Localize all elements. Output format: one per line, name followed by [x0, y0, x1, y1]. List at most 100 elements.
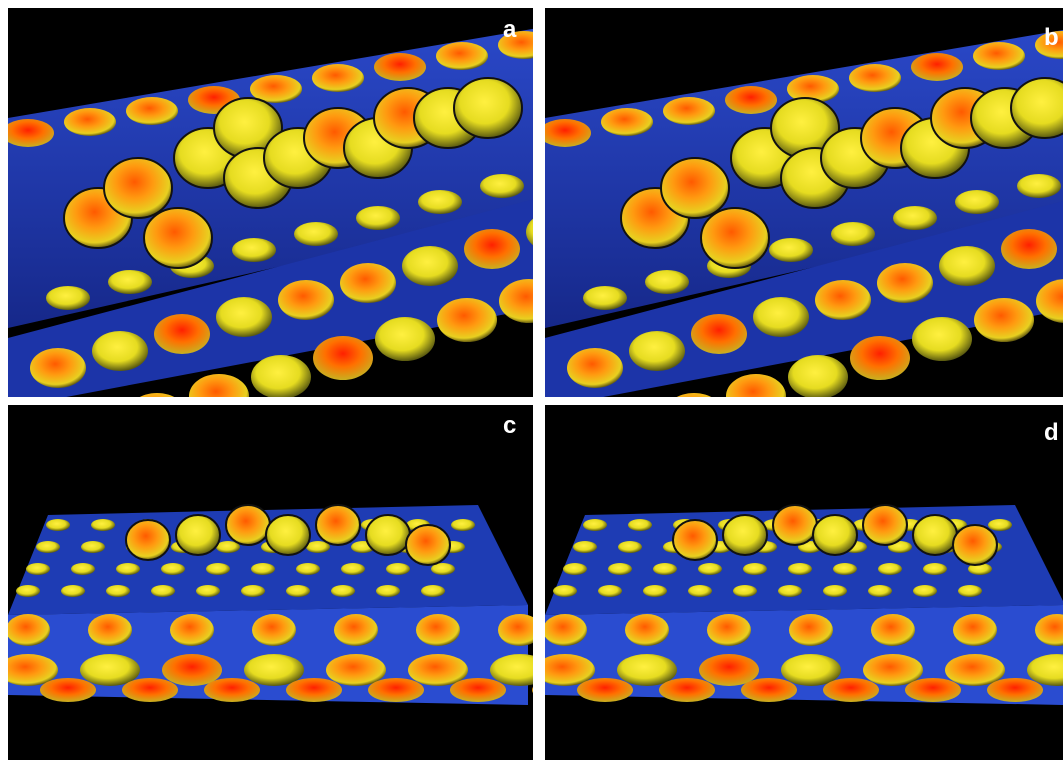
- surface-blob: [170, 614, 214, 646]
- surface-blob: [232, 238, 276, 262]
- surface-blob: [1001, 229, 1057, 269]
- surface-blob: [850, 336, 910, 380]
- surface-blob: [939, 246, 995, 286]
- surface-blob: [266, 515, 310, 555]
- surface-blob: [878, 563, 902, 575]
- surface-blob: [877, 263, 933, 303]
- surface-blob: [421, 585, 445, 597]
- surface-blob: [46, 519, 70, 531]
- surface-blob: [286, 585, 310, 597]
- surface-blob: [583, 286, 627, 310]
- surface-blob: [104, 158, 172, 218]
- surface-blob: [659, 678, 715, 702]
- surface-blob: [151, 585, 175, 597]
- surface-blob: [543, 614, 587, 646]
- surface-blob: [91, 519, 115, 531]
- surface-blob: [176, 515, 220, 555]
- surface-blob: [116, 563, 140, 575]
- surface-blob: [698, 563, 722, 575]
- surface-blob: [953, 614, 997, 646]
- surface-blob: [252, 614, 296, 646]
- surface-blob: [645, 270, 689, 294]
- surface-blob: [374, 53, 426, 81]
- surface-blob: [204, 678, 260, 702]
- surface-blob: [563, 563, 587, 575]
- surface-blob: [773, 505, 817, 545]
- surface-blob: [26, 563, 50, 575]
- surface-blob: [88, 614, 132, 646]
- surface-blob: [454, 78, 522, 138]
- surface-blob: [913, 515, 957, 555]
- surface-blob: [553, 585, 577, 597]
- surface-blob: [81, 541, 105, 553]
- surface-blob: [608, 563, 632, 575]
- surface-blob: [628, 519, 652, 531]
- surface-blob: [251, 563, 275, 575]
- surface-blob: [653, 563, 677, 575]
- surface-blob: [341, 563, 365, 575]
- panel-label: b: [1044, 24, 1059, 51]
- surface-blob: [688, 585, 712, 597]
- surface-blob: [241, 585, 265, 597]
- surface-blob: [788, 355, 848, 399]
- surface-blob: [464, 229, 520, 269]
- surface-blob: [707, 614, 751, 646]
- surface-blob: [733, 585, 757, 597]
- surface-blob: [356, 206, 400, 230]
- surface-blob: [833, 563, 857, 575]
- surface-blob: [973, 42, 1025, 70]
- surface-blob: [2, 119, 54, 147]
- surface-blob: [813, 515, 857, 555]
- surface-blob: [911, 53, 963, 81]
- surface-blob: [905, 678, 961, 702]
- surface-blob: [823, 678, 879, 702]
- surface-blob: [36, 541, 60, 553]
- surface-blob: [418, 190, 462, 214]
- surface-blob: [6, 614, 50, 646]
- surface-blob: [987, 678, 1043, 702]
- surface-blob: [436, 42, 488, 70]
- surface-blob: [663, 97, 715, 125]
- surface-blob: [741, 678, 797, 702]
- surface-blob: [406, 525, 450, 565]
- surface-blob: [974, 298, 1034, 342]
- surface-blob: [334, 614, 378, 646]
- surface-blob: [375, 317, 435, 361]
- surface-blob: [313, 336, 373, 380]
- surface-blob: [251, 355, 311, 399]
- surface-blob: [923, 563, 947, 575]
- surface-blob: [126, 97, 178, 125]
- surface-blob: [368, 678, 424, 702]
- surface-blob: [988, 519, 1012, 531]
- surface-blob: [913, 585, 937, 597]
- surface-blob: [386, 563, 410, 575]
- surface-blob: [122, 678, 178, 702]
- panel-label: a: [503, 16, 517, 43]
- surface-blob: [849, 64, 901, 92]
- surface-blob: [498, 614, 542, 646]
- surface-blob: [691, 314, 747, 354]
- surface-blob: [701, 208, 769, 268]
- surface-blob: [863, 505, 907, 545]
- surface-blob: [316, 505, 360, 545]
- surface-blob: [46, 286, 90, 310]
- surface-blob: [868, 585, 892, 597]
- surface-blob: [71, 563, 95, 575]
- surface-blob: [92, 331, 148, 371]
- surface-blob: [893, 206, 937, 230]
- surface-blob: [451, 519, 475, 531]
- surface-blob: [106, 585, 130, 597]
- surface-blob: [30, 348, 86, 388]
- surface-blob: [1017, 174, 1061, 198]
- surface-blob: [723, 515, 767, 555]
- surface-blob: [823, 585, 847, 597]
- surface-blob: [953, 525, 997, 565]
- surface-blob: [196, 585, 220, 597]
- surface-blob: [437, 298, 497, 342]
- surface-blob: [643, 585, 667, 597]
- surface-blob: [312, 64, 364, 92]
- page: {"panels": [{"label": "a"}, {"label": "b…: [0, 0, 1063, 760]
- surface-blob: [161, 563, 185, 575]
- surface-blob: [40, 678, 96, 702]
- surface-blob: [294, 222, 338, 246]
